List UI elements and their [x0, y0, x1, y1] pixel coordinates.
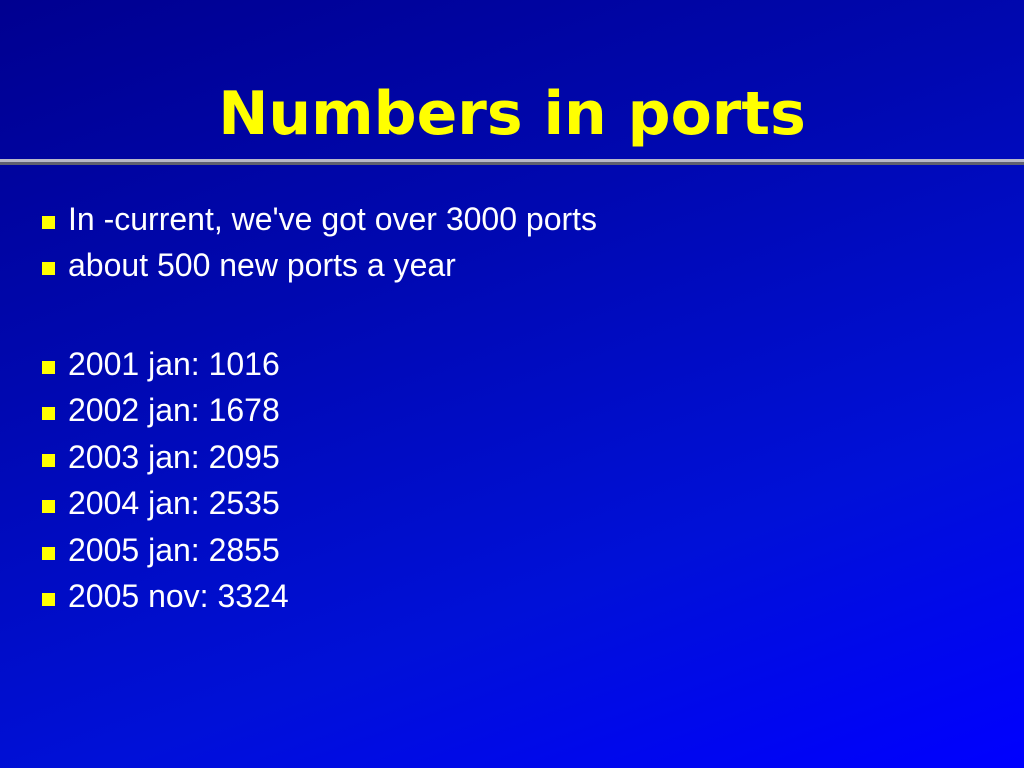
- list-item: 2005 nov: 3324: [42, 574, 289, 621]
- bullet-text: about 500 new ports a year: [68, 247, 456, 284]
- title-divider: [0, 159, 1024, 162]
- square-bullet-icon: [42, 407, 55, 421]
- bullet-text: 2005 nov: 3324: [68, 578, 289, 615]
- square-bullet-icon: [42, 546, 55, 560]
- list-item: about 500 new ports a year: [42, 243, 597, 290]
- list-item: 2004 jan: 2535: [42, 481, 289, 528]
- bullet-text: 2005 jan: 2855: [68, 531, 280, 568]
- list-item: In -current, we've got over 3000 ports: [42, 196, 597, 243]
- list-item: 2005 jan: 2855: [42, 527, 289, 574]
- bullet-text: 2002 jan: 1678: [68, 392, 280, 429]
- square-bullet-icon: [42, 360, 55, 374]
- square-bullet-icon: [42, 500, 55, 514]
- title-divider-shadow: [0, 162, 1024, 165]
- list-item: 2003 jan: 2095: [42, 434, 289, 481]
- list-item: 2001 jan: 1016: [42, 341, 289, 388]
- port-count-list: 2001 jan: 1016 2002 jan: 1678 2003 jan: …: [42, 341, 289, 620]
- square-bullet-icon: [42, 593, 55, 607]
- bullet-text: In -current, we've got over 3000 ports: [68, 200, 598, 237]
- list-item: 2002 jan: 1678: [42, 388, 289, 435]
- square-bullet-icon: [42, 215, 55, 229]
- square-bullet-icon: [42, 453, 55, 467]
- bullet-text: 2001 jan: 1016: [68, 345, 280, 382]
- bullet-text: 2003 jan: 2095: [68, 438, 280, 475]
- intro-bullet-list: In -current, we've got over 3000 ports a…: [42, 196, 597, 289]
- slide-title: Numbers in ports: [218, 79, 806, 149]
- square-bullet-icon: [42, 262, 55, 276]
- bullet-text: 2004 jan: 2535: [68, 485, 280, 522]
